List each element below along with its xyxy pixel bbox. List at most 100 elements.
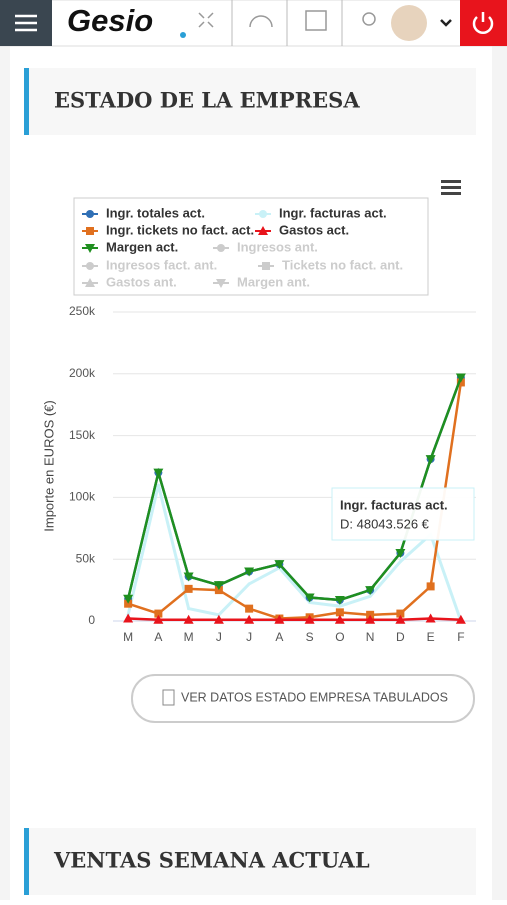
menu-icon — [15, 14, 37, 32]
y-tick-label: 250k — [69, 304, 96, 318]
y-tick-label: 0 — [88, 613, 95, 627]
marker — [247, 582, 251, 586]
toolbar-dividers — [231, 0, 343, 46]
y-tick-label: 150k — [69, 428, 96, 442]
x-tick-label: D — [396, 630, 405, 644]
marker — [258, 226, 268, 235]
section-header — [24, 828, 476, 895]
marker — [244, 614, 255, 624]
x-tick-label: S — [306, 630, 314, 644]
marker — [455, 373, 466, 383]
marker — [396, 609, 405, 618]
x-tick-label: M — [123, 630, 133, 644]
chart-menu[interactable] — [441, 180, 461, 195]
power-icon — [472, 12, 494, 34]
y-tick-label: 100k — [69, 490, 96, 504]
x-tick-label: F — [457, 630, 464, 644]
avatar[interactable] — [391, 5, 427, 41]
marker — [398, 560, 402, 564]
marker — [213, 581, 224, 591]
section-title: ESTADO DE LA EMPRESA — [54, 88, 360, 113]
x-tick-label: N — [366, 630, 375, 644]
marker — [123, 594, 134, 604]
marker — [85, 244, 95, 253]
marker — [365, 586, 376, 596]
marker — [395, 614, 406, 624]
search-icon[interactable] — [362, 12, 376, 26]
legend-entry[interactable]: Margen ant. — [237, 274, 310, 289]
marker — [304, 614, 315, 624]
marker — [335, 608, 344, 617]
x-tick-label: E — [427, 630, 435, 644]
marker — [274, 560, 285, 570]
marker — [425, 455, 436, 465]
marker — [274, 614, 285, 624]
marker — [216, 279, 226, 288]
marker — [426, 582, 435, 591]
marker — [365, 614, 376, 624]
marker — [368, 594, 372, 598]
x-tick-label: J — [246, 630, 252, 644]
section-accent — [24, 68, 29, 135]
marker — [154, 609, 163, 618]
content — [10, 46, 492, 900]
power-button[interactable] — [460, 0, 507, 46]
legend-entry[interactable]: Gastos act. — [279, 222, 349, 237]
series-line — [128, 617, 461, 622]
expand-icon[interactable] — [198, 12, 214, 28]
tooltip-text: D: 48043.526 € — [340, 516, 430, 531]
marker — [217, 244, 225, 252]
marker — [187, 607, 191, 611]
marker — [259, 210, 267, 218]
marker — [123, 613, 134, 623]
marker — [425, 613, 436, 623]
marker — [183, 572, 194, 582]
button-label[interactable]: VER DATOS ESTADO EMPRESA TABULADOS — [181, 690, 448, 704]
marker — [153, 468, 164, 478]
marker — [213, 614, 224, 624]
legend-entry[interactable]: Margen act. — [106, 239, 178, 254]
doc-icon — [162, 689, 175, 706]
dropdown-icon[interactable] — [440, 19, 452, 27]
marker — [244, 567, 255, 577]
legend-entry[interactable]: Ingr. totales act. — [106, 205, 205, 220]
tooltip-title: Ingr. facturas act. — [340, 497, 448, 512]
legend — [73, 197, 429, 296]
tooltip — [331, 487, 475, 541]
legend-entry[interactable]: Gastos ant. — [106, 274, 177, 289]
marker — [184, 584, 193, 593]
marker — [338, 604, 342, 608]
table-button[interactable] — [131, 674, 475, 723]
marker — [86, 227, 94, 235]
logo[interactable]: Gesio — [67, 3, 153, 38]
marker — [245, 604, 254, 613]
legend-entry[interactable]: Ingresos fact. ant. — [106, 257, 217, 272]
x-tick-label: A — [275, 630, 283, 644]
x-tick-label: O — [335, 630, 344, 644]
legend-entry[interactable]: Ingr. tickets no fact. act. — [106, 222, 254, 237]
marker — [156, 483, 160, 487]
marker — [153, 614, 164, 624]
section-accent — [24, 828, 29, 895]
marker — [455, 614, 466, 624]
marker — [334, 595, 345, 605]
series-line — [126, 484, 463, 622]
marker — [334, 614, 345, 624]
y-axis-label: Importe en EUROS (€) — [41, 400, 56, 532]
calendar-icon[interactable] — [305, 10, 327, 31]
marker — [183, 614, 194, 624]
marker — [86, 262, 94, 270]
x-tick-label: J — [216, 630, 222, 644]
section-title: VENTAS SEMANA ACTUAL — [53, 848, 370, 873]
logo-dot — [180, 32, 186, 38]
legend-entry[interactable]: Ingresos ant. — [237, 239, 318, 254]
dashboard-icon[interactable] — [249, 15, 273, 28]
legend-entry[interactable]: Tickets no fact. ant. — [282, 257, 403, 272]
x-tick-label: A — [154, 630, 162, 644]
x-tick-label: M — [184, 630, 194, 644]
marker — [85, 278, 95, 287]
legend-entry[interactable]: Ingr. facturas act. — [279, 205, 387, 220]
section-header — [24, 68, 476, 135]
